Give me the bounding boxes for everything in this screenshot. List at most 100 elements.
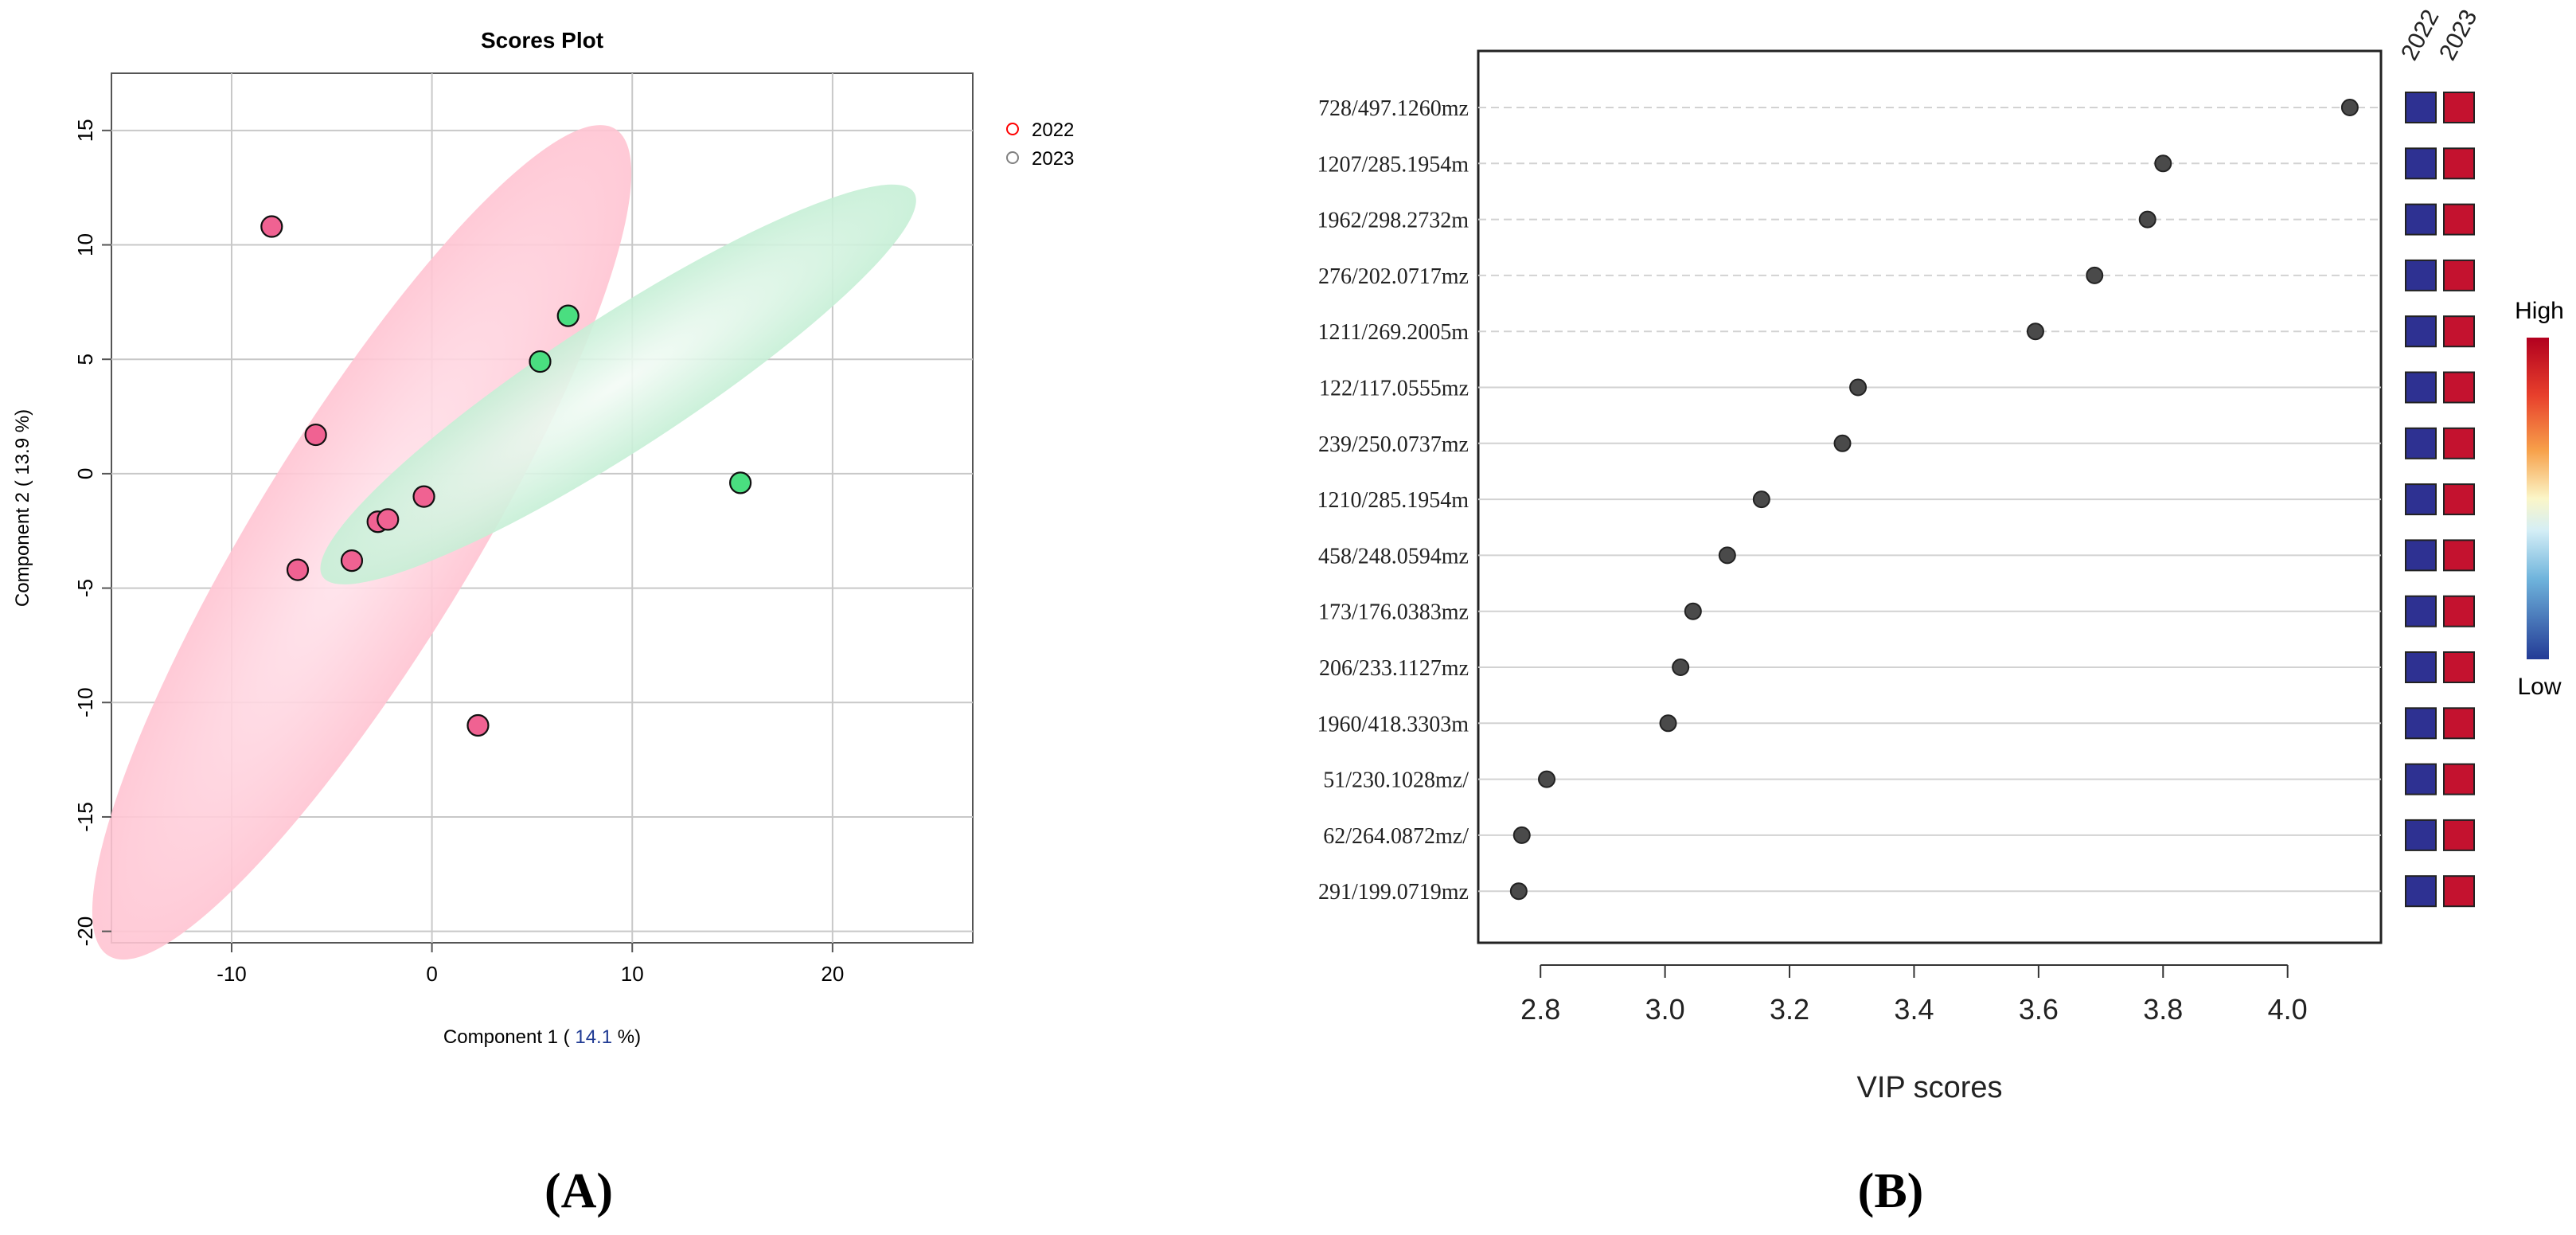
heatmap-cell-2022 bbox=[2405, 371, 2437, 404]
vip-x-axis-label: VIP scores bbox=[1856, 1071, 2002, 1104]
x-tick-label: 20 bbox=[821, 962, 844, 986]
scores-legend: 2022 2023 bbox=[1006, 119, 1074, 170]
color-scale-bar bbox=[2527, 338, 2549, 659]
vip-feature-label: 173/176.0383mz bbox=[1318, 600, 1469, 625]
vip-rows: 728/497.1260mz 1207/285.1954m 1962/298.273… bbox=[1317, 96, 2381, 905]
y-tick-label: 5 bbox=[73, 354, 97, 365]
point-2022 bbox=[304, 423, 327, 447]
vip-x-tick-label: 3.6 bbox=[2019, 993, 2059, 1026]
vip-x-tick-label: 2.8 bbox=[1520, 993, 1560, 1026]
heatmap-cell-2023 bbox=[2443, 203, 2475, 236]
heatmap-cell-2023 bbox=[2443, 539, 2475, 572]
vip-feature-label: 458/248.0594mz bbox=[1318, 544, 1469, 569]
x-axis-label-prefix: Component 1 ( bbox=[443, 1026, 575, 1048]
heatmap-cell-2022 bbox=[2405, 259, 2437, 291]
vip-feature-label: 239/250.0737mz bbox=[1318, 432, 1469, 457]
vip-point bbox=[1512, 826, 1531, 844]
heatmap-cell-2022 bbox=[2405, 92, 2437, 123]
vip-x-tick-label: 3.4 bbox=[1894, 993, 1934, 1026]
scores-plot-title: Scores Plot bbox=[481, 28, 603, 53]
vip-point bbox=[1684, 602, 1702, 620]
point-2023 bbox=[529, 350, 552, 373]
heatmap-cell-2022 bbox=[2405, 875, 2437, 908]
vip-feature-label: 291/199.0719mz bbox=[1318, 880, 1469, 905]
point-2022 bbox=[260, 215, 283, 238]
vip-feature-label: 51/230.1028mz/ bbox=[1323, 768, 1469, 793]
heatmap-cell-2022 bbox=[2405, 651, 2437, 683]
vip-feature-label: 1960/418.3303m bbox=[1317, 712, 1469, 737]
y-tick-label: 15 bbox=[73, 119, 97, 142]
heatmap-cell-2023 bbox=[2443, 707, 2475, 740]
heatmap-cell-2022 bbox=[2405, 427, 2437, 459]
vip-point bbox=[1718, 546, 1736, 565]
y-tick-label: -20 bbox=[73, 916, 97, 947]
vip-feature-label: 122/117.0555mz bbox=[1319, 377, 1469, 401]
vip-point bbox=[2154, 154, 2172, 173]
vip-feature-label: 1962/298.2732m bbox=[1317, 209, 1469, 233]
vip-point bbox=[2086, 266, 2104, 284]
x-tick-label: 10 bbox=[621, 962, 644, 986]
panel-label-b: (B) bbox=[1858, 1164, 1924, 1218]
y-axis-label: Component 2 ( 13.9 %) bbox=[12, 409, 33, 607]
x-axis-ticks: -10 0 10 20 bbox=[217, 943, 844, 986]
vip-point bbox=[1509, 882, 1528, 901]
vip-x-axis-ticks: 2.8 3.0 3.2 3.4 3.6 3.8 4.0 bbox=[1520, 964, 2308, 1026]
point-2022 bbox=[286, 558, 310, 581]
legend-2023-label: 2023 bbox=[1032, 148, 1074, 170]
heatmap-cell-2022 bbox=[2405, 707, 2437, 740]
heatmap-cell-2023 bbox=[2443, 763, 2475, 795]
vip-point bbox=[1538, 770, 1556, 788]
vip-point bbox=[1672, 659, 1690, 676]
x-axis-label-value: 14.1 bbox=[575, 1026, 612, 1048]
y-tick-label: -5 bbox=[73, 579, 97, 597]
vip-feature-label: 1207/285.1954m bbox=[1317, 152, 1469, 177]
vip-feature-label: 1211/269.2005m bbox=[1317, 320, 1469, 345]
point-2022 bbox=[377, 508, 400, 531]
legend-2023-marker bbox=[1006, 151, 1019, 164]
y-axis-ticks: -20 -15 -10 -5 0 5 10 15 bbox=[73, 119, 111, 946]
heatmap-cell-2022 bbox=[2405, 819, 2437, 851]
heatmap-cell-2022 bbox=[2405, 147, 2437, 180]
heatmap-cell-2023 bbox=[2443, 427, 2475, 459]
scores-plot-frame bbox=[111, 72, 974, 944]
vip-x-tick-label: 3.2 bbox=[1770, 993, 1809, 1026]
y-tick-label: 0 bbox=[73, 468, 97, 479]
scores-plot-panel: Scores Plot -10 0 10 20 -20 -15 -10 -5 0 5 10 15 C… bbox=[12, 28, 1074, 1218]
point-2022 bbox=[412, 485, 435, 508]
heatmap-cell-2022 bbox=[2405, 203, 2437, 236]
point-2022 bbox=[340, 549, 364, 573]
heatmap-cell-2023 bbox=[2443, 651, 2475, 683]
heatmap-cell-2023 bbox=[2443, 92, 2475, 123]
vip-point bbox=[2138, 210, 2156, 229]
heatmap-cell-2023 bbox=[2443, 371, 2475, 404]
heatmap-cell-2023 bbox=[2443, 819, 2475, 851]
heatmap-cell-2022 bbox=[2405, 539, 2437, 572]
vip-feature-label: 1210/285.1954m bbox=[1317, 488, 1469, 513]
heatmap-header-2022: 2022 bbox=[2396, 6, 2444, 64]
vip-scores-panel: 728/497.1260mz 1207/285.1954m 1962/298.273… bbox=[1317, 6, 2563, 1218]
point-2023 bbox=[729, 471, 752, 494]
legend-2022-label: 2022 bbox=[1032, 119, 1074, 141]
legend-2022-marker bbox=[1006, 123, 1019, 135]
heatmap-cell-2023 bbox=[2443, 259, 2475, 291]
confidence-ellipse-2023 bbox=[320, 184, 916, 584]
heatmap-cell-2023 bbox=[2443, 595, 2475, 627]
vip-point bbox=[1659, 714, 1677, 733]
x-tick-label: 0 bbox=[426, 962, 437, 986]
color-scale-low-label: Low bbox=[2517, 674, 2561, 700]
point-2023 bbox=[556, 304, 580, 327]
vip-feature-label: 276/202.0717mz bbox=[1318, 264, 1469, 289]
color-scale-high-label: High bbox=[2515, 298, 2564, 324]
scores-points bbox=[260, 215, 752, 737]
heatmap-cell-2022 bbox=[2405, 763, 2437, 795]
vip-feature-label: 206/233.1127mz bbox=[1319, 656, 1469, 681]
heatmap-cell-2022 bbox=[2405, 595, 2437, 627]
heatmap-cell-2023 bbox=[2443, 483, 2475, 516]
vip-feature-label: 62/264.0872mz/ bbox=[1323, 824, 1469, 849]
y-tick-label: -10 bbox=[73, 687, 97, 717]
vip-point bbox=[1752, 490, 1770, 509]
vip-point bbox=[1849, 378, 1868, 397]
vip-x-tick-label: 3.0 bbox=[1645, 993, 1685, 1026]
